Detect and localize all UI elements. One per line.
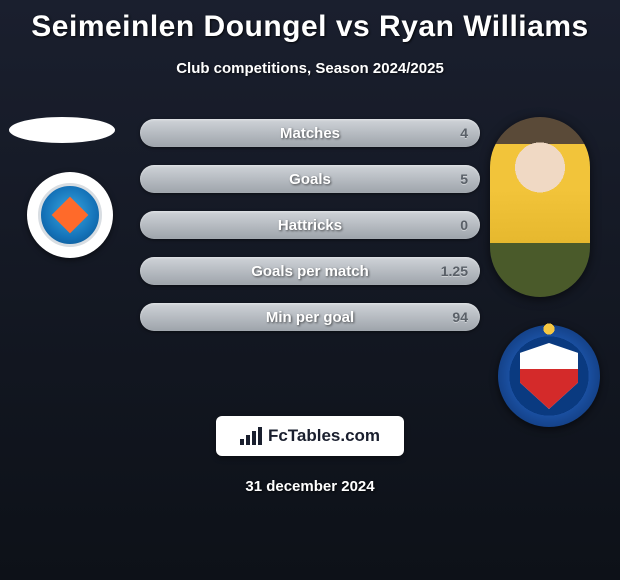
stat-row-matches: Matches 4: [140, 119, 480, 147]
stat-label: Goals per match: [251, 263, 369, 280]
sun-icon: [539, 319, 559, 339]
stat-value: 0: [460, 217, 468, 233]
avatar-placeholder: [9, 117, 115, 143]
stat-label: Matches: [280, 125, 340, 142]
stat-value: 94: [452, 309, 468, 325]
club-left-badge: [20, 172, 120, 272]
stat-row-min-per-goal: Min per goal 94: [140, 303, 480, 331]
footer: FcTables.com 31 december 2024: [0, 416, 620, 495]
stat-row-goals-per-match: Goals per match 1.25: [140, 257, 480, 285]
shield-icon: [38, 183, 102, 247]
stat-label: Hattricks: [278, 217, 342, 234]
jamshedpur-badge: [27, 172, 113, 258]
stat-value: 4: [460, 125, 468, 141]
stat-value: 5: [460, 171, 468, 187]
bar-chart-icon: [240, 427, 262, 445]
stat-row-hattricks: Hattricks 0: [140, 211, 480, 239]
comparison-title: Seimeinlen Doungel vs Ryan Williams: [0, 0, 620, 44]
comparison-subtitle: Club competitions, Season 2024/2025: [0, 60, 620, 77]
stat-value: 1.25: [441, 263, 468, 279]
stat-bars: Matches 4 Goals 5 Hattricks 0 Goals per …: [140, 119, 480, 349]
generated-date: 31 december 2024: [0, 478, 620, 495]
brand-text: FcTables.com: [268, 426, 380, 446]
stat-label: Min per goal: [266, 309, 354, 326]
comparison-body: Matches 4 Goals 5 Hattricks 0 Goals per …: [0, 117, 620, 417]
club-right-badge: [498, 325, 600, 427]
stat-label: Goals: [289, 171, 331, 188]
player-right-avatar: [490, 117, 590, 297]
bengaluru-shield-icon: [520, 343, 578, 409]
brand-badge[interactable]: FcTables.com: [216, 416, 404, 456]
stat-row-goals: Goals 5: [140, 165, 480, 193]
